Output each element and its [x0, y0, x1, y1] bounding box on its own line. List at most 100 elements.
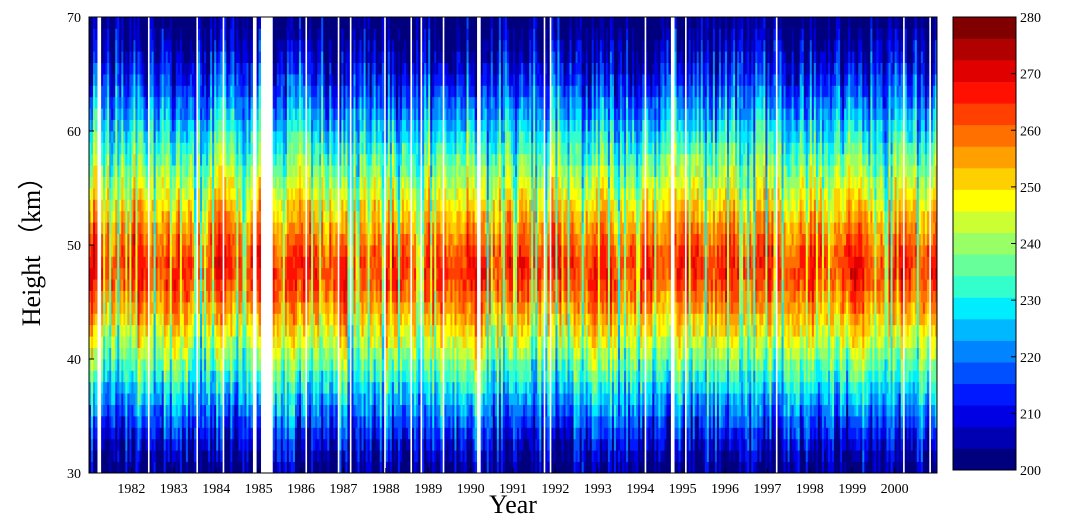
heatmap-cell	[113, 404, 116, 417]
heatmap-cell	[137, 176, 140, 189]
heatmap-cell	[93, 233, 96, 246]
heatmap-cell	[91, 165, 94, 177]
heatmap-cell	[187, 165, 191, 177]
heatmap-cell	[151, 74, 155, 86]
heatmap-cell	[145, 370, 148, 383]
heatmap-cell	[169, 438, 173, 451]
heatmap-cell	[107, 62, 110, 75]
heatmap-cell	[157, 370, 161, 383]
heatmap-cell	[181, 142, 185, 155]
heatmap-cell	[258, 165, 262, 177]
heatmap-cell	[121, 404, 124, 417]
heatmap-cell	[113, 370, 116, 383]
heatmap-cell	[175, 176, 179, 189]
heatmap-cell	[127, 461, 130, 473]
heatmap-cell	[177, 210, 181, 223]
heatmap-cell	[165, 210, 169, 223]
heatmap-cell	[133, 313, 136, 326]
heatmap-cell	[145, 313, 148, 326]
heatmap-cell	[179, 370, 183, 383]
heatmap-cell	[105, 188, 108, 200]
heatmap-cell	[149, 28, 152, 41]
heatmap-cell	[183, 165, 187, 177]
heatmap-cell	[93, 461, 96, 473]
heatmap-cell	[193, 176, 197, 189]
heatmap-cell	[335, 233, 338, 246]
heatmap-cell	[183, 199, 187, 212]
heatmap-cell	[193, 165, 197, 177]
heatmap-cell	[139, 359, 142, 371]
heatmap-cell	[127, 153, 130, 166]
heatmap-cell	[335, 131, 338, 143]
heatmap-cell	[303, 336, 306, 348]
heatmap-cell	[169, 279, 173, 291]
heatmap-cell	[137, 96, 140, 109]
heatmap-cell	[95, 438, 98, 451]
heatmap-cell	[167, 302, 171, 314]
heatmap-cell	[127, 438, 130, 451]
heatmap-cell	[151, 62, 155, 75]
heatmap-cell	[169, 336, 173, 348]
heatmap-cell	[303, 313, 306, 326]
heatmap-cell	[183, 404, 187, 417]
heatmap-cell	[93, 256, 96, 269]
heatmap-cell	[141, 404, 144, 417]
heatmap-cell	[167, 313, 171, 326]
heatmap-cell	[121, 438, 124, 451]
heatmap-cell	[103, 279, 106, 291]
heatmap-cell	[193, 39, 197, 52]
heatmap-cell	[109, 427, 112, 440]
heatmap-cell	[113, 347, 116, 360]
heatmap-cell	[151, 165, 155, 177]
heatmap-cell	[129, 393, 132, 405]
heatmap-cell	[109, 381, 112, 394]
heatmap-cell	[139, 28, 142, 41]
heatmap-cell	[123, 233, 126, 246]
heatmap-cell	[119, 347, 122, 360]
heatmap-cell	[187, 324, 191, 337]
heatmap-cell	[105, 438, 108, 451]
heatmap-cell	[115, 199, 118, 212]
heatmap-cell	[153, 279, 157, 291]
heatmap-cell	[335, 188, 338, 200]
heatmap-cell	[347, 176, 350, 189]
heatmap-cell	[149, 245, 152, 257]
heatmap-cell	[143, 450, 146, 462]
heatmap-cell	[185, 381, 189, 394]
heatmap-cell	[125, 461, 128, 473]
heatmap-cell	[171, 51, 175, 63]
heatmap-cell	[181, 85, 185, 98]
heatmap-cell	[137, 267, 140, 280]
heatmap-cell	[303, 427, 306, 440]
heatmap-cell	[155, 153, 159, 166]
heatmap-cell	[185, 62, 189, 75]
heatmap-cell	[163, 461, 167, 473]
heatmap-cell	[91, 199, 94, 212]
heatmap-cell	[157, 74, 161, 86]
heatmap-cell	[193, 210, 197, 223]
heatmap-cell	[113, 461, 116, 473]
heatmap-cell	[347, 39, 350, 52]
heatmap-cell	[119, 210, 122, 223]
heatmap-cell	[115, 416, 118, 428]
heatmap-cell	[107, 427, 110, 440]
heatmap-cell	[167, 153, 171, 166]
heatmap-cell	[117, 74, 120, 86]
heatmap-cell	[165, 85, 169, 98]
heatmap-cell	[165, 359, 169, 371]
heatmap-cell	[151, 245, 155, 257]
heatmap-cell	[123, 427, 126, 440]
heatmap-cell	[95, 381, 98, 394]
heatmap-cell	[137, 28, 140, 41]
heatmap-cell	[113, 74, 116, 86]
heatmap-cell	[135, 393, 138, 405]
heatmap-cell	[145, 108, 148, 120]
heatmap-cell	[91, 256, 94, 269]
heatmap-cell	[175, 347, 179, 360]
heatmap-cell	[89, 17, 92, 29]
heatmap-cell	[141, 188, 144, 200]
heatmap-cell	[111, 359, 114, 371]
heatmap-cell	[137, 290, 140, 303]
heatmap-cell	[303, 131, 306, 143]
heatmap-cell	[135, 233, 138, 246]
